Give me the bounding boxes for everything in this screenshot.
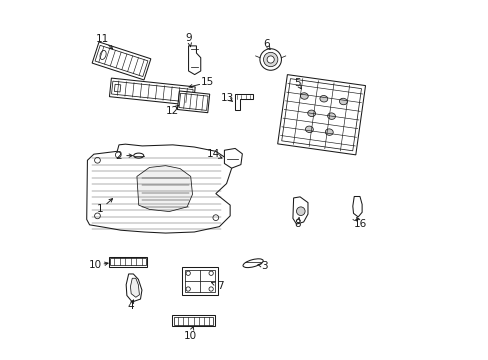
Ellipse shape [325,129,332,135]
Ellipse shape [327,113,335,120]
Polygon shape [130,278,139,297]
Polygon shape [86,144,231,233]
Bar [172,315,214,326]
Bar [183,91,190,99]
Text: 10: 10 [183,331,196,341]
Bar [277,75,365,155]
Text: 9: 9 [185,33,192,43]
Bar [174,317,213,324]
Bar [182,267,217,296]
Circle shape [185,271,190,275]
Ellipse shape [339,98,346,105]
Ellipse shape [305,126,313,132]
Bar [108,257,147,267]
Text: 14: 14 [206,149,219,159]
Circle shape [208,287,213,291]
Polygon shape [352,197,362,217]
Circle shape [115,152,121,158]
Polygon shape [224,148,242,168]
Ellipse shape [133,153,143,158]
Text: 4: 4 [127,301,134,311]
Text: 8: 8 [294,219,300,229]
Text: 12: 12 [165,106,178,116]
Polygon shape [188,46,201,75]
Bar [92,42,150,80]
Text: 5: 5 [294,78,300,88]
Text: 3: 3 [261,261,267,271]
Bar [95,45,147,77]
Text: 2: 2 [115,150,122,161]
Circle shape [296,207,305,216]
Bar [110,258,145,265]
Circle shape [208,271,213,275]
Polygon shape [234,94,252,110]
Ellipse shape [319,95,327,102]
Circle shape [94,213,100,219]
Bar [114,84,121,92]
Text: 10: 10 [89,260,102,270]
Text: 11: 11 [96,35,109,44]
Ellipse shape [300,93,307,99]
Bar [281,79,361,151]
Circle shape [260,49,281,70]
Polygon shape [137,166,192,212]
Circle shape [263,52,277,67]
Bar [177,91,209,113]
Bar [179,93,207,111]
Ellipse shape [100,50,106,59]
Polygon shape [126,274,142,302]
Polygon shape [292,197,307,224]
Circle shape [266,56,274,63]
Bar [184,270,214,292]
Text: 16: 16 [353,219,366,229]
Text: 7: 7 [216,281,223,291]
Text: 13: 13 [220,93,233,103]
Circle shape [185,287,190,291]
Text: 1: 1 [97,204,103,215]
Ellipse shape [307,110,315,117]
Circle shape [212,215,218,221]
Circle shape [94,157,100,163]
Bar [109,78,195,105]
Bar [111,81,193,102]
Text: 15: 15 [201,77,214,87]
Ellipse shape [243,259,263,267]
Text: 6: 6 [263,40,269,49]
